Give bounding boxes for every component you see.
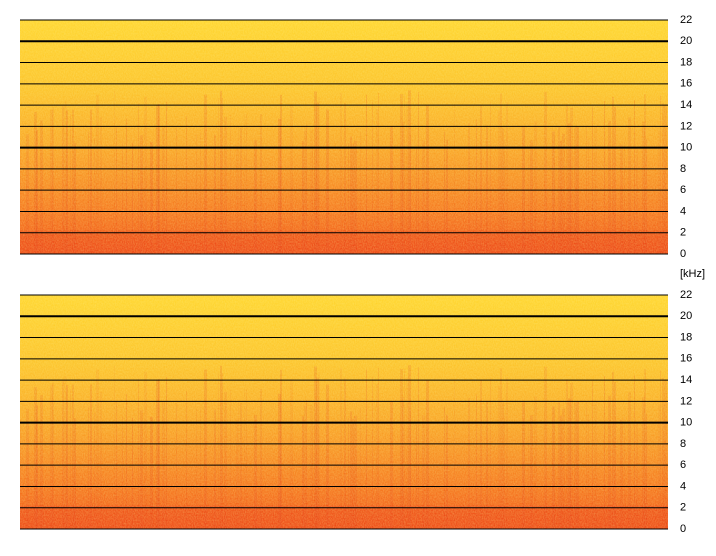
y-tick-label: 0 bbox=[680, 523, 686, 535]
y-tick-label: 16 bbox=[680, 78, 692, 90]
y-tick-label: 20 bbox=[680, 310, 692, 322]
y-tick-label: 2 bbox=[680, 227, 686, 239]
y-tick-label: 16 bbox=[680, 353, 692, 365]
y-axis-unit: [kHz] bbox=[680, 268, 705, 280]
y-tick-label: 14 bbox=[680, 374, 692, 386]
y-tick-label: 18 bbox=[680, 331, 692, 343]
y-tick-label: 6 bbox=[680, 459, 686, 471]
y-tick-label: 10 bbox=[680, 417, 692, 429]
y-tick-label: 0 bbox=[680, 248, 686, 260]
y-tick-label: 8 bbox=[680, 163, 686, 175]
y-tick-label: 22 bbox=[680, 14, 692, 26]
y-tick-label: 22 bbox=[680, 289, 692, 301]
y-tick-label: 12 bbox=[680, 120, 692, 132]
y-tick-label: 14 bbox=[680, 99, 692, 111]
y-tick-label: 4 bbox=[680, 480, 686, 492]
y-tick-label: 18 bbox=[680, 56, 692, 68]
spectrogram-grain bbox=[20, 295, 668, 529]
y-tick-label: 2 bbox=[680, 502, 686, 514]
y-tick-label: 4 bbox=[680, 205, 686, 217]
y-tick-label: 8 bbox=[680, 438, 686, 450]
y-tick-label: 20 bbox=[680, 35, 692, 47]
y-tick-label: 6 bbox=[680, 184, 686, 196]
y-tick-label: 12 bbox=[680, 395, 692, 407]
y-tick-label: 10 bbox=[680, 142, 692, 154]
spectrogram-grain bbox=[20, 20, 668, 254]
